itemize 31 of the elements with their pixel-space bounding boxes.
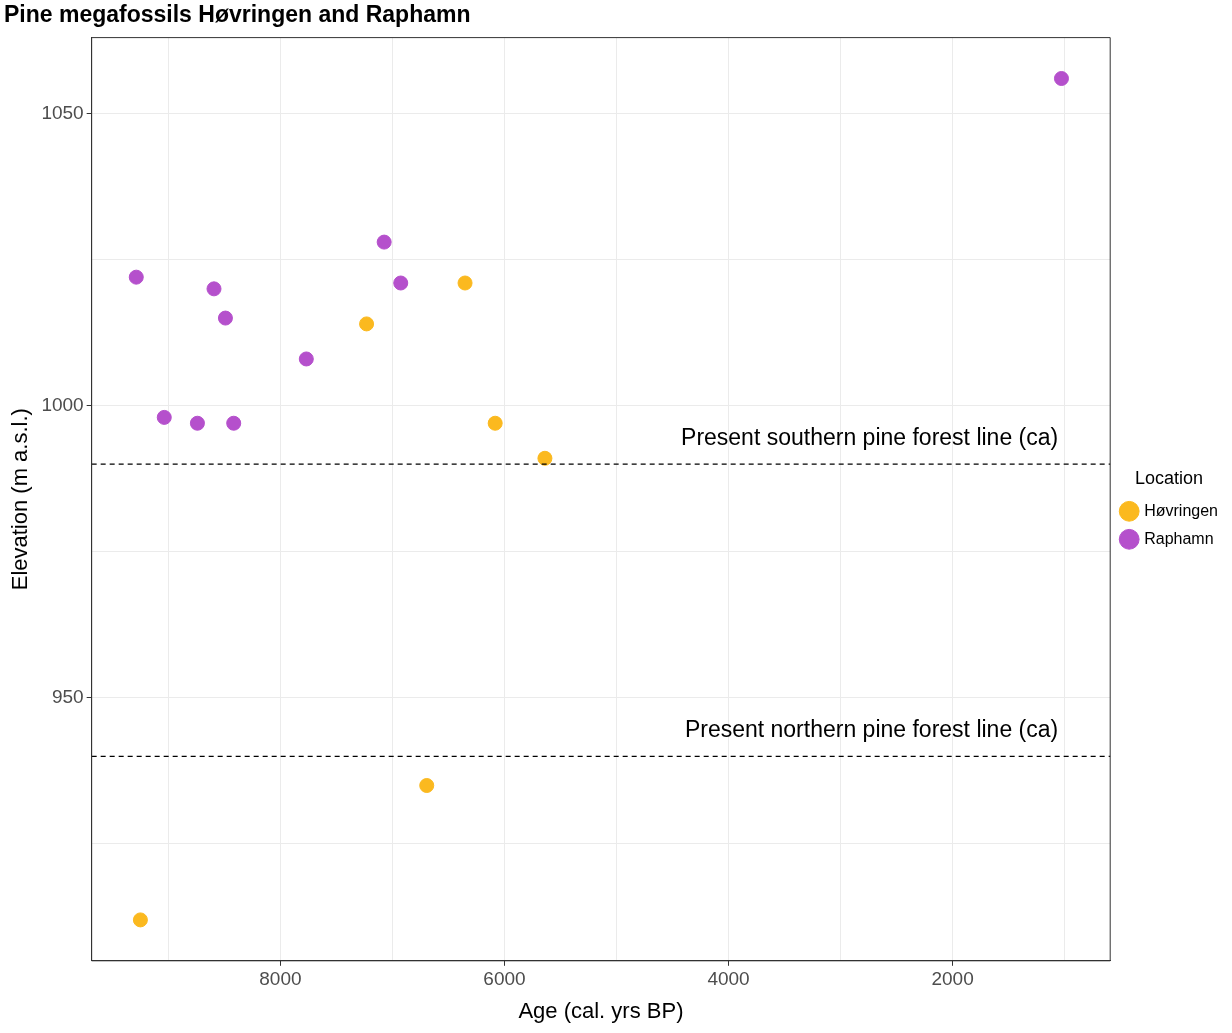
legend-label: Høvringen: [1144, 501, 1219, 519]
point: [217, 310, 233, 326]
x-axis-title: Age (cal. yrs BP): [518, 997, 684, 1023]
x-tick-label: 2000: [931, 968, 974, 990]
point: [298, 351, 314, 367]
point: [156, 409, 172, 425]
y-axis-title: Elevation (m a.s.l.): [7, 408, 33, 591]
point: [1053, 71, 1069, 86]
y-tick-label: 1000: [41, 393, 84, 415]
point: [487, 415, 503, 431]
point: [359, 316, 375, 332]
point: [132, 912, 148, 928]
point: [128, 269, 144, 285]
x-tick-label: 4000: [707, 968, 750, 990]
point: [457, 275, 473, 291]
legend-title: Location: [1135, 467, 1204, 488]
x-tick-label: 8000: [259, 968, 302, 990]
chart-title: Pine megafossils Høvringen and Raphamn: [4, 1, 471, 28]
point: [206, 281, 222, 297]
ref-line-label: Present northern pine forest line (ca): [684, 716, 1059, 743]
point: [419, 778, 435, 794]
legend-label: Raphamn: [1144, 529, 1214, 547]
y-tick-label: 950: [51, 686, 84, 708]
point: [393, 275, 409, 291]
x-tick-label: 6000: [483, 968, 526, 990]
ref-line-label: Present southern pine forest line (ca): [681, 423, 1059, 450]
point: [189, 415, 205, 431]
y-tick-label: 1050: [41, 101, 84, 123]
point: [226, 415, 242, 431]
point: [376, 234, 392, 250]
point: [537, 450, 553, 466]
